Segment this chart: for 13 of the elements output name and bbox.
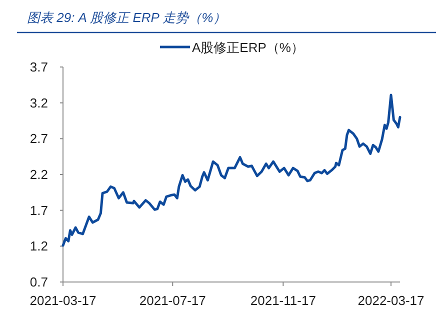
x-tick-label: 2022-03-17: [358, 293, 424, 308]
y-tick-label: 2.7: [30, 131, 48, 146]
y-tick-label: 2.2: [30, 167, 48, 182]
x-tick-label: 2021-07-17: [139, 293, 206, 308]
legend-label: A股修正ERP（%）: [192, 40, 304, 55]
y-tick-label: 0.7: [30, 274, 48, 290]
y-tick-label: 1.2: [30, 238, 48, 254]
y-tick-label: 1.7: [30, 202, 48, 218]
y-tick-label: 3.2: [30, 95, 48, 110]
chart-title: 图表 29: A 股修正 ERP 走势（%）: [27, 10, 226, 25]
x-tick-label: 2021-03-17: [30, 293, 96, 308]
x-tick-label: 2021-11-17: [250, 293, 316, 308]
y-tick-label: 3.7: [30, 60, 48, 74]
